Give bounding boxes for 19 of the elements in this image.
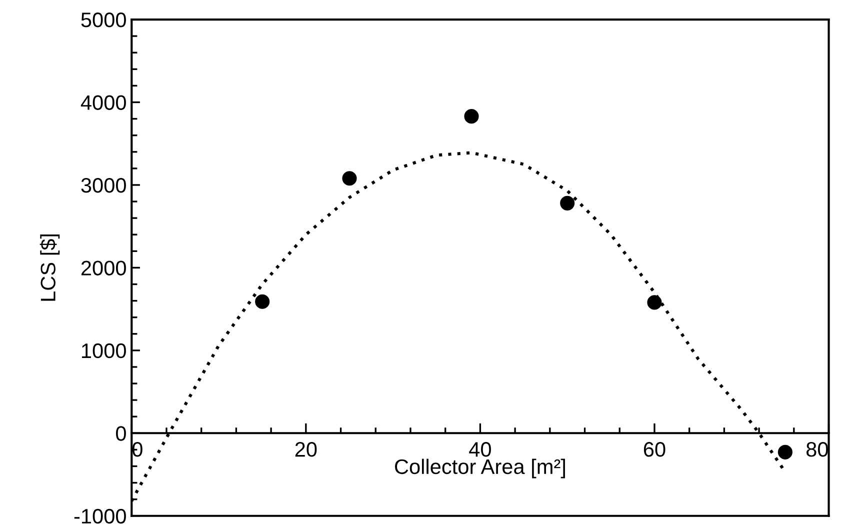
y-tick-label: 4000 [80,95,126,110]
point [778,444,792,460]
x-tick-label: 40 [469,442,491,457]
point [560,196,575,210]
y-tick-label: -1000 [74,508,126,524]
point [255,294,270,309]
y-tick-label: 5000 [81,12,126,28]
y-axis-title: LCS [$] [40,234,60,301]
x-tick-label: 60 [644,442,666,457]
y-tick-label: 3000 [81,178,126,193]
x-tick-label: 0 [132,442,142,457]
point [647,295,662,310]
x-tick-label: 20 [295,442,317,457]
y-tick-label: 2000 [81,260,126,276]
point [464,109,479,124]
y-tick-label: 1000 [82,343,126,358]
x-axis-title: Collector Area [m²] [395,458,565,478]
point [342,171,357,186]
y-tick-label: 0 [116,426,126,441]
